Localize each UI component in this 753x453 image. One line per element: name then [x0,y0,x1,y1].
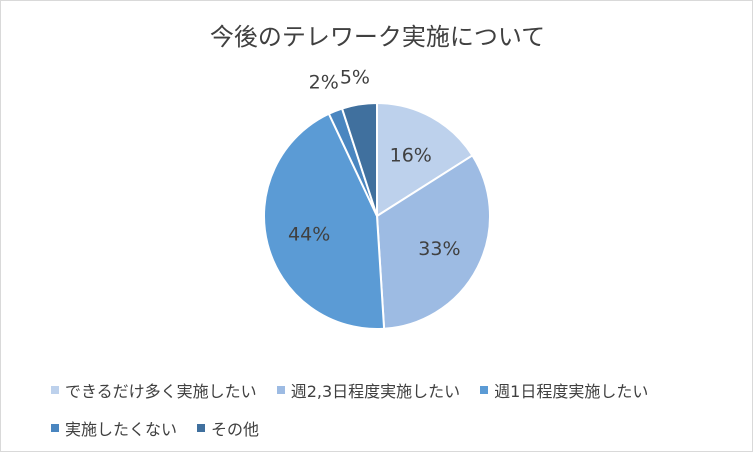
legend-item: 週1日程度実施したい [480,378,648,402]
pie-slice [340,101,378,217]
legend-label: 週1日程度実施したい [494,382,649,401]
legend-row-1: できるだけ多く実施したい 週2,3日程度実施したい 週1日程度実施したい [51,377,731,403]
legend-label: 実施したくない [65,420,178,439]
legend-swatch [51,424,59,432]
legend-label: できるだけ多く実施したい [65,382,257,401]
pie-slice [375,154,491,330]
legend-item: その他 [197,416,259,440]
legend-row-2: 実施したくない その他 [51,415,731,441]
pie-slice [376,101,474,218]
slice-label: 33% [418,238,460,260]
legend-swatch [197,424,206,432]
legend-item: できるだけ多く実施したい [51,378,257,402]
legend: できるだけ多く実施したい 週2,3日程度実施したい 週1日程度実施したい 実施し… [51,377,731,453]
legend-item: 週2,3日程度実施したい [276,378,461,402]
slice-label: 44% [288,223,330,245]
slice-label: 16% [390,145,432,167]
legend-label: その他 [211,420,260,439]
chart-title: 今後のテレワーク実施について [209,23,546,51]
legend-swatch [276,386,285,394]
legend-item: 実施したくない [51,416,177,440]
slice-label: 5% [340,66,370,88]
slice-label: 2% [309,72,339,94]
legend-swatch [51,386,59,394]
legend-label: 週2,3日程度実施したい [290,382,461,401]
legend-swatch [480,386,489,394]
